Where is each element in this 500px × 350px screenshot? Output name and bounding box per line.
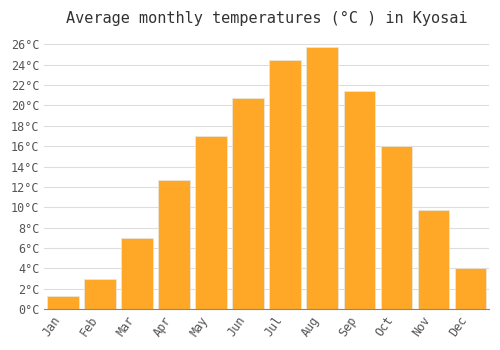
Bar xyxy=(84,279,116,309)
Bar xyxy=(344,91,375,309)
Title: Average monthly temperatures (°C ) in Kyosai: Average monthly temperatures (°C ) in Ky… xyxy=(66,11,468,26)
Bar xyxy=(454,268,486,309)
Bar xyxy=(196,136,227,309)
Bar xyxy=(270,60,301,309)
Bar xyxy=(232,98,264,309)
Bar xyxy=(122,238,153,309)
Bar xyxy=(158,180,190,309)
Bar xyxy=(380,146,412,309)
Bar xyxy=(306,48,338,309)
Bar xyxy=(418,210,449,309)
Bar xyxy=(47,296,78,309)
